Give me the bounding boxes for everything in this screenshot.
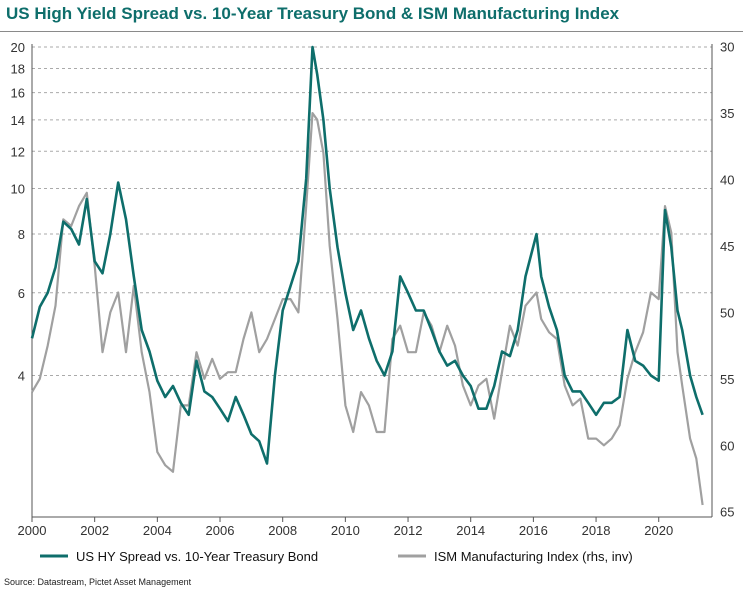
x-tick-label: 2008: [268, 523, 297, 538]
left-tick-label: 4: [18, 369, 25, 384]
legend-item-ism-label: ISM Manufacturing Index (rhs, inv): [434, 549, 633, 564]
x-tick-label: 2014: [456, 523, 485, 538]
left-tick-label: 10: [11, 182, 25, 197]
title-divider: [0, 31, 743, 32]
left-tick-label: 6: [18, 286, 25, 301]
right-tick-label: 35: [720, 106, 734, 121]
left-tick-label: 14: [11, 113, 25, 128]
left-tick-label: 16: [11, 86, 25, 101]
x-tick-label: 2020: [644, 523, 673, 538]
x-tick-label: 2018: [582, 523, 611, 538]
series-line-ism: [31, 112, 704, 506]
right-tick-label: 60: [720, 438, 734, 453]
legend-item-hy-label: US HY Spread vs. 10-Year Treasury Bond: [76, 549, 318, 564]
right-tick-label: 40: [720, 173, 734, 188]
series-lines: [30, 45, 704, 506]
x-tick-label: 2004: [143, 523, 172, 538]
source-note: Source: Datastream, Pictet Asset Managem…: [4, 577, 192, 587]
x-tick-label: 2006: [206, 523, 235, 538]
left-axis-ticks: 20 18 16 14 12 10 8 6 4: [11, 40, 25, 383]
right-tick-label: 55: [720, 372, 734, 387]
right-tick-label: 65: [720, 505, 734, 520]
right-tick-label: 45: [720, 239, 734, 254]
legend: US HY Spread vs. 10-Year Treasury Bond IS…: [40, 549, 633, 564]
left-tick-label: 18: [11, 62, 25, 77]
right-tick-label: 30: [720, 40, 734, 55]
right-axis-ticks: 30 35 40 45 50 55 60 65: [720, 40, 734, 520]
x-tick-label: 2002: [80, 523, 109, 538]
left-tick-label: 20: [11, 40, 25, 55]
x-tick-label: 2016: [519, 523, 548, 538]
left-tick-label: 8: [18, 227, 25, 242]
x-tick-label: 2000: [18, 523, 47, 538]
right-tick-label: 50: [720, 305, 734, 320]
x-axis-ticks: 2000 2002 2004 2006 2008 2010 2012 2014 2016 2018…: [18, 44, 713, 538]
series-line-hy-spread: [30, 45, 704, 465]
x-tick-label: 2012: [394, 523, 423, 538]
x-tick-label: 2010: [331, 523, 360, 538]
grid-lines: [32, 46, 712, 377]
chart-title: US High Yield Spread vs. 10-Year Treasur…: [6, 4, 620, 23]
left-tick-label: 12: [11, 144, 25, 159]
